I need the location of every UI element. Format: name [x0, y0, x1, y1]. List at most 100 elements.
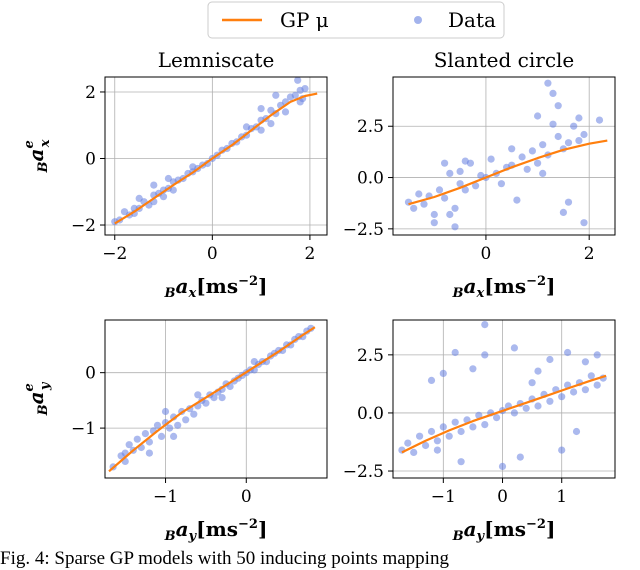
data-point	[461, 186, 469, 194]
x-tick-label: 1	[556, 487, 567, 507]
data-point	[554, 132, 562, 141]
data-point	[451, 204, 459, 212]
data-point	[564, 198, 573, 206]
y-tick-label: 2	[85, 83, 96, 103]
data-point	[257, 126, 265, 134]
x-axis-label: Bax[ms−2]	[163, 274, 267, 301]
data-point	[410, 204, 418, 212]
data-point	[415, 190, 423, 198]
data-point	[194, 391, 202, 399]
data-point	[202, 399, 210, 407]
data-point	[133, 435, 141, 443]
data-point	[456, 167, 464, 175]
x-tick-label: 0	[481, 244, 492, 264]
data-point	[539, 141, 547, 149]
data-point	[169, 186, 177, 194]
data-point	[433, 437, 441, 445]
panel-title: Lemniscate	[158, 48, 275, 72]
data-point	[451, 348, 459, 357]
y-axis-label: Baex	[22, 139, 53, 173]
data-point	[439, 423, 447, 431]
y-tick-label: 2.5	[357, 117, 384, 137]
data-point	[487, 155, 495, 163]
legend: GP μ Data	[207, 1, 505, 39]
plot-area	[393, 320, 615, 478]
data-point	[587, 372, 595, 380]
legend-label-gp-mean: GP μ	[280, 8, 329, 32]
data-point	[572, 427, 581, 436]
data-point	[145, 449, 153, 457]
figure-caption: Fig. 4: Sparse GP models with 50 inducin…	[0, 548, 449, 569]
x-tick-label: 0	[497, 487, 508, 507]
data-point	[469, 365, 477, 373]
data-point	[441, 159, 449, 167]
data-point	[416, 432, 424, 440]
data-point	[570, 388, 578, 396]
gp-mean-line	[108, 326, 316, 473]
x-tick-label: −1	[153, 487, 178, 507]
figure: GP μ Data −2 0 2 −2 0 2 Lemniscate Bax[ms−2] Baex…	[22, 1, 616, 544]
data-point	[523, 165, 531, 173]
legend-frame	[207, 1, 505, 39]
y-tick-label: −2	[71, 216, 96, 236]
x-tick-label: −2	[102, 244, 127, 264]
data-point	[456, 180, 464, 188]
y-tick-label: −1	[71, 419, 96, 439]
data-point	[267, 120, 275, 128]
data-point	[218, 394, 226, 402]
data-point	[481, 321, 489, 329]
panel-slanted_y: −1 0 1 −2.5 0.0 2.5 Bay[ms−2]	[343, 319, 616, 544]
data-point	[427, 427, 436, 436]
data-point	[554, 102, 562, 110]
data-point	[481, 421, 489, 429]
data-point	[157, 432, 166, 440]
data-point	[469, 423, 477, 431]
x-axis-label: Bay[ms−2]	[452, 517, 556, 544]
x-axis-label: Bay[ms−2]	[164, 517, 268, 544]
data-point	[510, 344, 518, 352]
data-point	[549, 120, 557, 128]
gp-mean-line	[401, 374, 607, 454]
y-tick-label: 0	[85, 364, 96, 384]
y-tick-label: 0.0	[357, 404, 384, 424]
data-point	[190, 410, 198, 418]
data-point	[558, 393, 566, 401]
panel-slanted_x: 0 2 −2.5 0.0 2.5 Slanted circle Bax[ms−2]	[343, 48, 616, 301]
data-point	[164, 174, 172, 183]
x-tick-label: 2	[305, 244, 316, 264]
data-point	[294, 76, 302, 84]
data-point	[150, 181, 158, 189]
data-point	[595, 116, 604, 124]
data-point	[581, 386, 590, 394]
data-point	[170, 432, 178, 440]
data-point	[580, 219, 588, 227]
data-point	[272, 91, 280, 99]
data-point	[257, 105, 265, 113]
data-point	[435, 186, 444, 194]
data-point	[497, 180, 505, 188]
data-point	[508, 145, 516, 153]
y-tick-label: −2.5	[343, 462, 384, 482]
data-point	[457, 427, 465, 436]
data-point	[420, 200, 428, 208]
axes-frame	[104, 319, 328, 479]
data-point	[457, 458, 465, 466]
data-point	[564, 348, 572, 357]
data-point	[301, 85, 309, 93]
data-point	[510, 409, 518, 417]
data-point	[174, 421, 182, 429]
data-point	[439, 369, 447, 377]
axes-frame	[104, 76, 328, 236]
data-point	[570, 122, 578, 130]
data-point	[433, 446, 441, 454]
data-point	[461, 157, 469, 165]
data-point	[159, 193, 168, 201]
data-point	[522, 404, 530, 412]
data-point	[593, 351, 601, 359]
data-point	[166, 424, 174, 432]
data-point	[472, 182, 480, 190]
y-tick-label: 0	[85, 149, 96, 169]
data-point	[446, 169, 454, 177]
data-point	[575, 137, 583, 145]
x-axis-label: Bax[ms−2]	[451, 274, 555, 301]
